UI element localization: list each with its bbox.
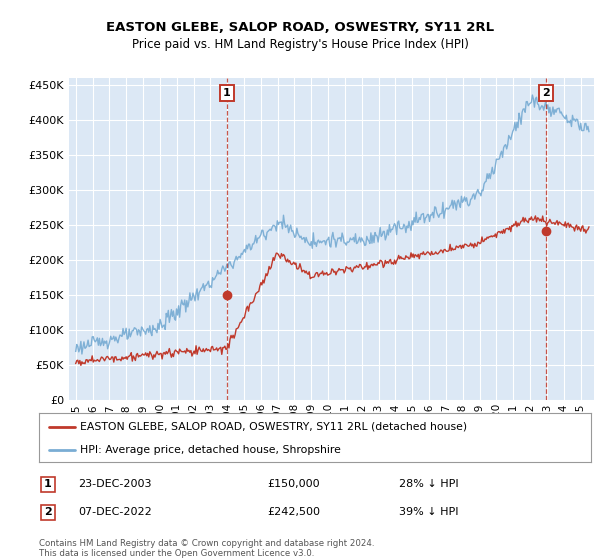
Text: 07-DEC-2022: 07-DEC-2022 <box>78 507 152 517</box>
Text: 23-DEC-2003: 23-DEC-2003 <box>78 479 151 489</box>
Text: 28% ↓ HPI: 28% ↓ HPI <box>399 479 458 489</box>
Text: 1: 1 <box>223 88 230 98</box>
Text: EASTON GLEBE, SALOP ROAD, OSWESTRY, SY11 2RL: EASTON GLEBE, SALOP ROAD, OSWESTRY, SY11… <box>106 21 494 34</box>
Text: Price paid vs. HM Land Registry's House Price Index (HPI): Price paid vs. HM Land Registry's House … <box>131 38 469 51</box>
Text: Contains HM Land Registry data © Crown copyright and database right 2024.
This d: Contains HM Land Registry data © Crown c… <box>39 539 374 558</box>
Text: £150,000: £150,000 <box>267 479 320 489</box>
Text: EASTON GLEBE, SALOP ROAD, OSWESTRY, SY11 2RL (detached house): EASTON GLEBE, SALOP ROAD, OSWESTRY, SY11… <box>80 422 467 432</box>
Text: 1: 1 <box>44 479 52 489</box>
Text: 2: 2 <box>542 88 550 98</box>
Text: 2: 2 <box>44 507 52 517</box>
Text: 39% ↓ HPI: 39% ↓ HPI <box>399 507 458 517</box>
Text: £242,500: £242,500 <box>267 507 320 517</box>
Text: HPI: Average price, detached house, Shropshire: HPI: Average price, detached house, Shro… <box>80 445 341 455</box>
